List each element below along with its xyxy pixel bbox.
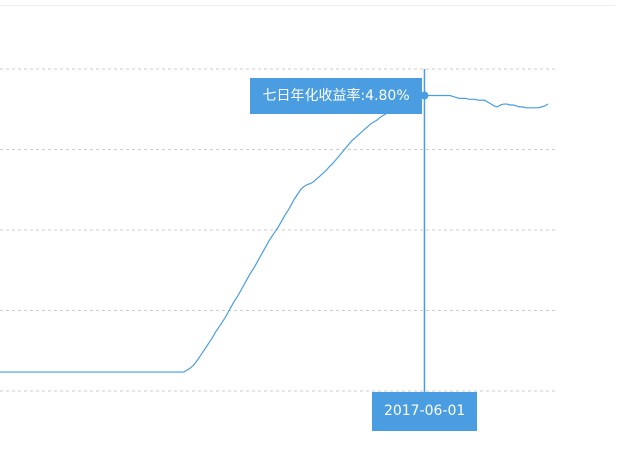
axis-pointer-group	[420, 69, 429, 392]
tooltip-value: 4.80%	[365, 87, 410, 104]
tooltip: 七日年化收益率:4.80%	[250, 77, 422, 114]
series-line	[0, 94, 549, 373]
grid-lines	[0, 68, 555, 392]
series-group	[0, 94, 549, 373]
axis-pointer-date-text: 2017-06-01	[383, 403, 466, 419]
tooltip-series-label: 七日年化收益率	[262, 87, 361, 104]
tooltip-separator: :	[360, 87, 366, 104]
top-divider	[0, 5, 615, 6]
highlighted-data-point	[420, 91, 429, 100]
axis-pointer-date-label: 2017-06-01	[371, 392, 478, 431]
